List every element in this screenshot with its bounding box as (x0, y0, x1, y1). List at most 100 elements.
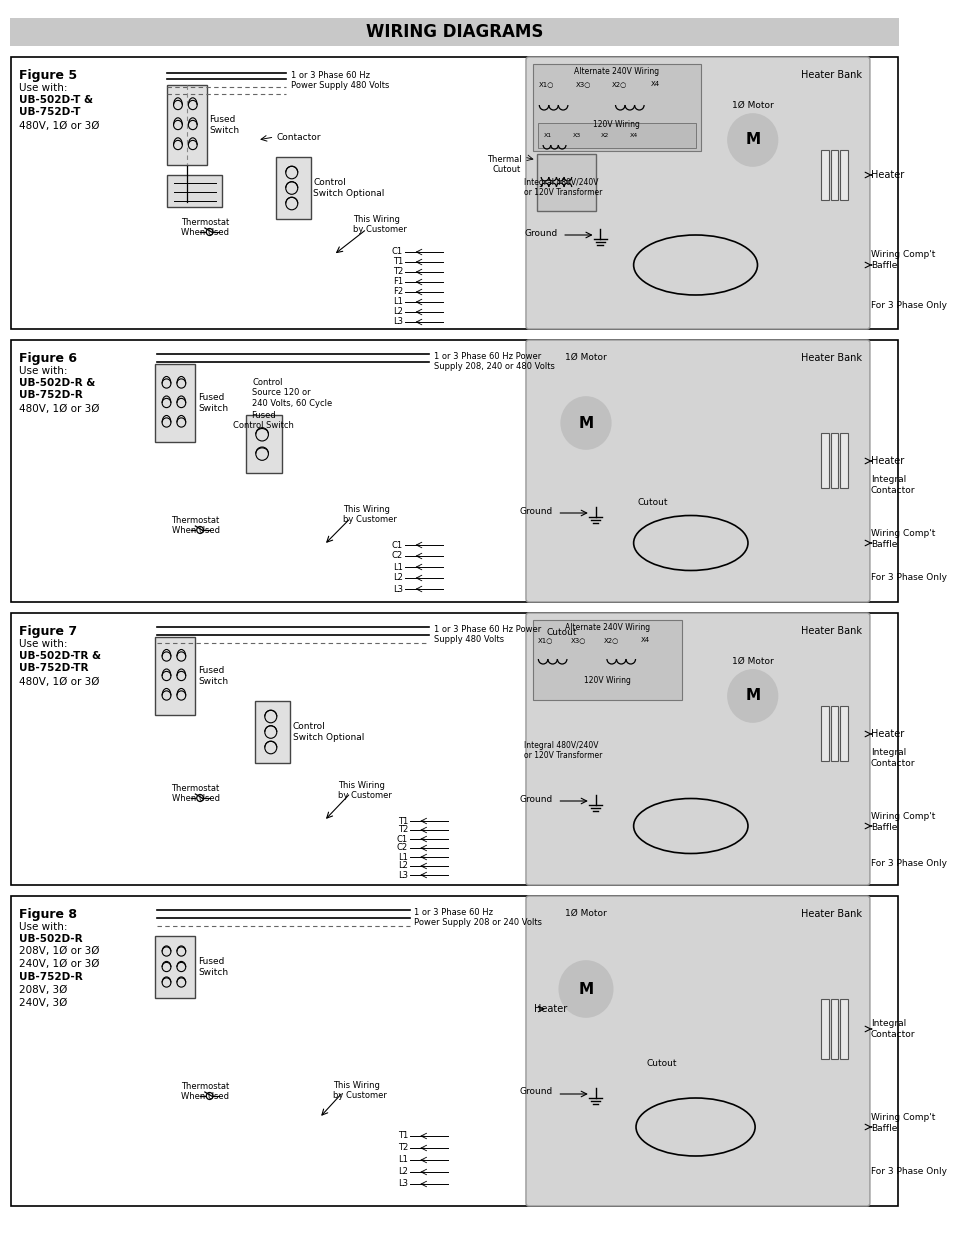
FancyBboxPatch shape (830, 433, 838, 488)
Text: For 3 Phase Only: For 3 Phase Only (870, 860, 946, 868)
Text: Use with:: Use with: (19, 366, 68, 375)
Text: Heater Bank: Heater Bank (801, 909, 862, 919)
Text: Heater: Heater (533, 1004, 566, 1014)
Text: Wiring Comp't
Baffle: Wiring Comp't Baffle (870, 251, 934, 269)
Text: Figure 6: Figure 6 (19, 352, 77, 366)
Circle shape (727, 114, 777, 165)
Text: C1: C1 (392, 247, 402, 257)
Text: Thermostat
When Used: Thermostat When Used (172, 784, 219, 804)
FancyBboxPatch shape (525, 340, 869, 601)
Text: X1: X1 (543, 133, 552, 138)
Text: L1: L1 (397, 852, 407, 862)
FancyBboxPatch shape (840, 149, 847, 200)
Text: Integral 480V/240V
or 120V Transformer: Integral 480V/240V or 120V Transformer (523, 178, 601, 198)
Text: Use with:: Use with: (19, 83, 68, 93)
Text: X3○: X3○ (570, 637, 585, 643)
Text: X4: X4 (650, 82, 659, 86)
Text: Heater Bank: Heater Bank (801, 353, 862, 363)
Text: L1: L1 (393, 562, 402, 572)
Text: T2: T2 (397, 1144, 407, 1152)
Text: Control
Source 120 or
240 Volts, 60 Cycle: Control Source 120 or 240 Volts, 60 Cycl… (253, 378, 333, 408)
Text: This Wiring
by Customer: This Wiring by Customer (334, 1081, 387, 1100)
Text: X4: X4 (629, 133, 638, 138)
Text: M: M (578, 415, 593, 431)
FancyBboxPatch shape (525, 57, 869, 329)
Text: 208V, 3Ø: 208V, 3Ø (19, 986, 68, 995)
Text: Contactor: Contactor (276, 132, 320, 142)
Text: Thermostat
When Used: Thermostat When Used (172, 516, 219, 536)
Text: L3: L3 (393, 584, 402, 594)
Text: For 3 Phase Only: For 3 Phase Only (870, 1167, 946, 1176)
FancyBboxPatch shape (10, 19, 899, 46)
Text: Heater: Heater (870, 170, 903, 180)
Text: Heater: Heater (870, 729, 903, 739)
Text: X1○: X1○ (537, 637, 552, 643)
Text: L1: L1 (393, 298, 402, 306)
Text: UB-752D-TR: UB-752D-TR (19, 663, 89, 673)
Text: Heater: Heater (870, 456, 903, 466)
Text: Thermostat
When Used: Thermostat When Used (181, 1082, 229, 1102)
FancyBboxPatch shape (537, 124, 695, 148)
Text: Ground: Ground (518, 794, 552, 804)
Text: WIRING DIAGRAMS: WIRING DIAGRAMS (365, 23, 542, 41)
Text: Heater Bank: Heater Bank (801, 626, 862, 636)
FancyBboxPatch shape (11, 340, 897, 601)
Text: Cutout: Cutout (637, 498, 667, 508)
Text: Cutout: Cutout (646, 1058, 677, 1068)
Text: X2○: X2○ (611, 82, 626, 86)
Text: For 3 Phase Only: For 3 Phase Only (870, 300, 946, 310)
Text: T1: T1 (397, 1131, 407, 1140)
Text: Integral
Contactor: Integral Contactor (870, 1019, 915, 1039)
Text: L2: L2 (397, 862, 407, 871)
Text: Fused
Switch: Fused Switch (198, 957, 228, 977)
FancyBboxPatch shape (525, 613, 869, 885)
Text: For 3 Phase Only: For 3 Phase Only (870, 573, 946, 583)
FancyBboxPatch shape (276, 157, 311, 219)
Text: 1Ø Motor: 1Ø Motor (731, 101, 773, 110)
Text: Wiring Comp't
Baffle: Wiring Comp't Baffle (870, 530, 934, 548)
Text: T2: T2 (397, 825, 407, 835)
FancyBboxPatch shape (525, 897, 869, 1207)
FancyBboxPatch shape (840, 999, 847, 1058)
Text: F2: F2 (393, 288, 402, 296)
Circle shape (558, 961, 612, 1016)
Text: UB-502D-TR &: UB-502D-TR & (19, 651, 101, 661)
Text: Thermostat
When Used: Thermostat When Used (181, 219, 229, 237)
Text: Ground: Ground (523, 228, 557, 237)
Text: L3: L3 (397, 871, 407, 879)
FancyBboxPatch shape (11, 613, 897, 885)
Text: C1: C1 (396, 835, 407, 844)
FancyBboxPatch shape (155, 364, 195, 442)
FancyBboxPatch shape (840, 706, 847, 761)
FancyBboxPatch shape (167, 175, 222, 207)
Text: F1: F1 (393, 278, 402, 287)
Text: X3: X3 (572, 133, 580, 138)
FancyBboxPatch shape (532, 64, 700, 151)
FancyBboxPatch shape (821, 149, 828, 200)
Circle shape (727, 671, 777, 722)
FancyBboxPatch shape (821, 999, 828, 1058)
Text: This Wiring
by Customer: This Wiring by Customer (338, 781, 392, 800)
Text: Figure 8: Figure 8 (19, 908, 77, 921)
Text: L2: L2 (393, 573, 402, 583)
Text: M: M (744, 688, 760, 704)
Text: 208V, 1Ø or 3Ø: 208V, 1Ø or 3Ø (19, 946, 99, 956)
Text: Fused
Control Switch: Fused Control Switch (233, 411, 294, 431)
FancyBboxPatch shape (830, 706, 838, 761)
Text: 1 or 3 Phase 60 Hz
Power Supply 480 Volts: 1 or 3 Phase 60 Hz Power Supply 480 Volt… (291, 70, 389, 90)
Text: X3○: X3○ (575, 82, 590, 86)
Text: M: M (744, 132, 760, 147)
Text: Control
Switch Optional: Control Switch Optional (314, 178, 384, 198)
Text: This Wiring
by Customer: This Wiring by Customer (353, 215, 406, 235)
Text: Control
Switch Optional: Control Switch Optional (293, 722, 363, 742)
Text: Ground: Ground (518, 1088, 552, 1097)
Text: Alternate 240V Wiring: Alternate 240V Wiring (574, 67, 659, 77)
Text: 1 or 3 Phase 60 Hz Power
Supply 208, 240 or 480 Volts: 1 or 3 Phase 60 Hz Power Supply 208, 240… (433, 352, 554, 372)
Text: C2: C2 (396, 844, 407, 852)
FancyBboxPatch shape (821, 433, 828, 488)
FancyBboxPatch shape (11, 57, 897, 329)
Text: This Wiring
by Customer: This Wiring by Customer (343, 505, 396, 525)
Text: UB-502D-R &: UB-502D-R & (19, 378, 95, 388)
Text: 1Ø Motor: 1Ø Motor (564, 909, 606, 918)
Text: UB-752D-R: UB-752D-R (19, 390, 83, 400)
